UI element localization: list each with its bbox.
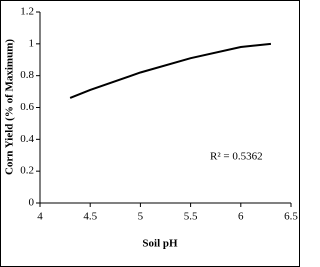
chart-frame	[0, 0, 300, 267]
y-axis-title: Corn Yield (% of Maximum)	[4, 39, 16, 175]
y-tick-label: 1	[29, 37, 35, 49]
x-tick-label: 4	[37, 211, 43, 223]
x-tick-label: 5.5	[184, 211, 198, 223]
y-tick-label: 1.2	[20, 6, 34, 18]
x-tick-label: 5	[138, 211, 144, 223]
y-tick-label: 0	[29, 197, 35, 209]
x-tick-label: 6.5	[284, 211, 298, 223]
x-tick-label: 6	[238, 211, 244, 223]
y-tick-label: 0.4	[20, 133, 34, 145]
annotation: R² = 0.5362	[210, 151, 263, 163]
y-tick-label: 0.2	[20, 165, 34, 177]
y-tick-label: 0.8	[20, 69, 34, 81]
x-tick-label: 4.5	[83, 211, 97, 223]
line	[69, 42, 272, 99]
chart: Soil pH Corn Yield (% of Maximum) R² = 0…	[0, 0, 300, 267]
y-tick-label: 0.6	[20, 101, 34, 113]
x-axis-title: Soil pH	[142, 238, 178, 250]
